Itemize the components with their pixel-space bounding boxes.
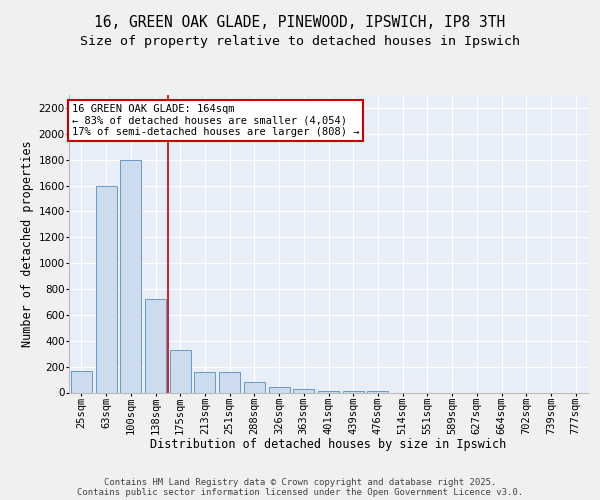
- Bar: [120, 160, 141, 392]
- Text: 16, GREEN OAK GLADE, PINEWOOD, IPSWICH, IP8 3TH: 16, GREEN OAK GLADE, PINEWOOD, IPSWICH, …: [94, 15, 506, 30]
- Bar: [170, 350, 191, 393]
- Bar: [194, 372, 215, 392]
- Bar: [145, 298, 166, 392]
- Bar: [71, 371, 92, 392]
- Bar: [244, 382, 265, 392]
- Bar: [343, 391, 364, 392]
- X-axis label: Distribution of detached houses by size in Ipswich: Distribution of detached houses by size …: [151, 438, 506, 452]
- Y-axis label: Number of detached properties: Number of detached properties: [22, 140, 34, 347]
- Bar: [293, 390, 314, 392]
- Text: Size of property relative to detached houses in Ipswich: Size of property relative to detached ho…: [80, 34, 520, 48]
- Text: Contains HM Land Registry data © Crown copyright and database right 2025.
Contai: Contains HM Land Registry data © Crown c…: [77, 478, 523, 497]
- Bar: [318, 390, 339, 392]
- Bar: [219, 372, 240, 392]
- Bar: [269, 388, 290, 392]
- Text: 16 GREEN OAK GLADE: 164sqm
← 83% of detached houses are smaller (4,054)
17% of s: 16 GREEN OAK GLADE: 164sqm ← 83% of deta…: [71, 104, 359, 137]
- Bar: [367, 391, 388, 392]
- Bar: [95, 186, 116, 392]
